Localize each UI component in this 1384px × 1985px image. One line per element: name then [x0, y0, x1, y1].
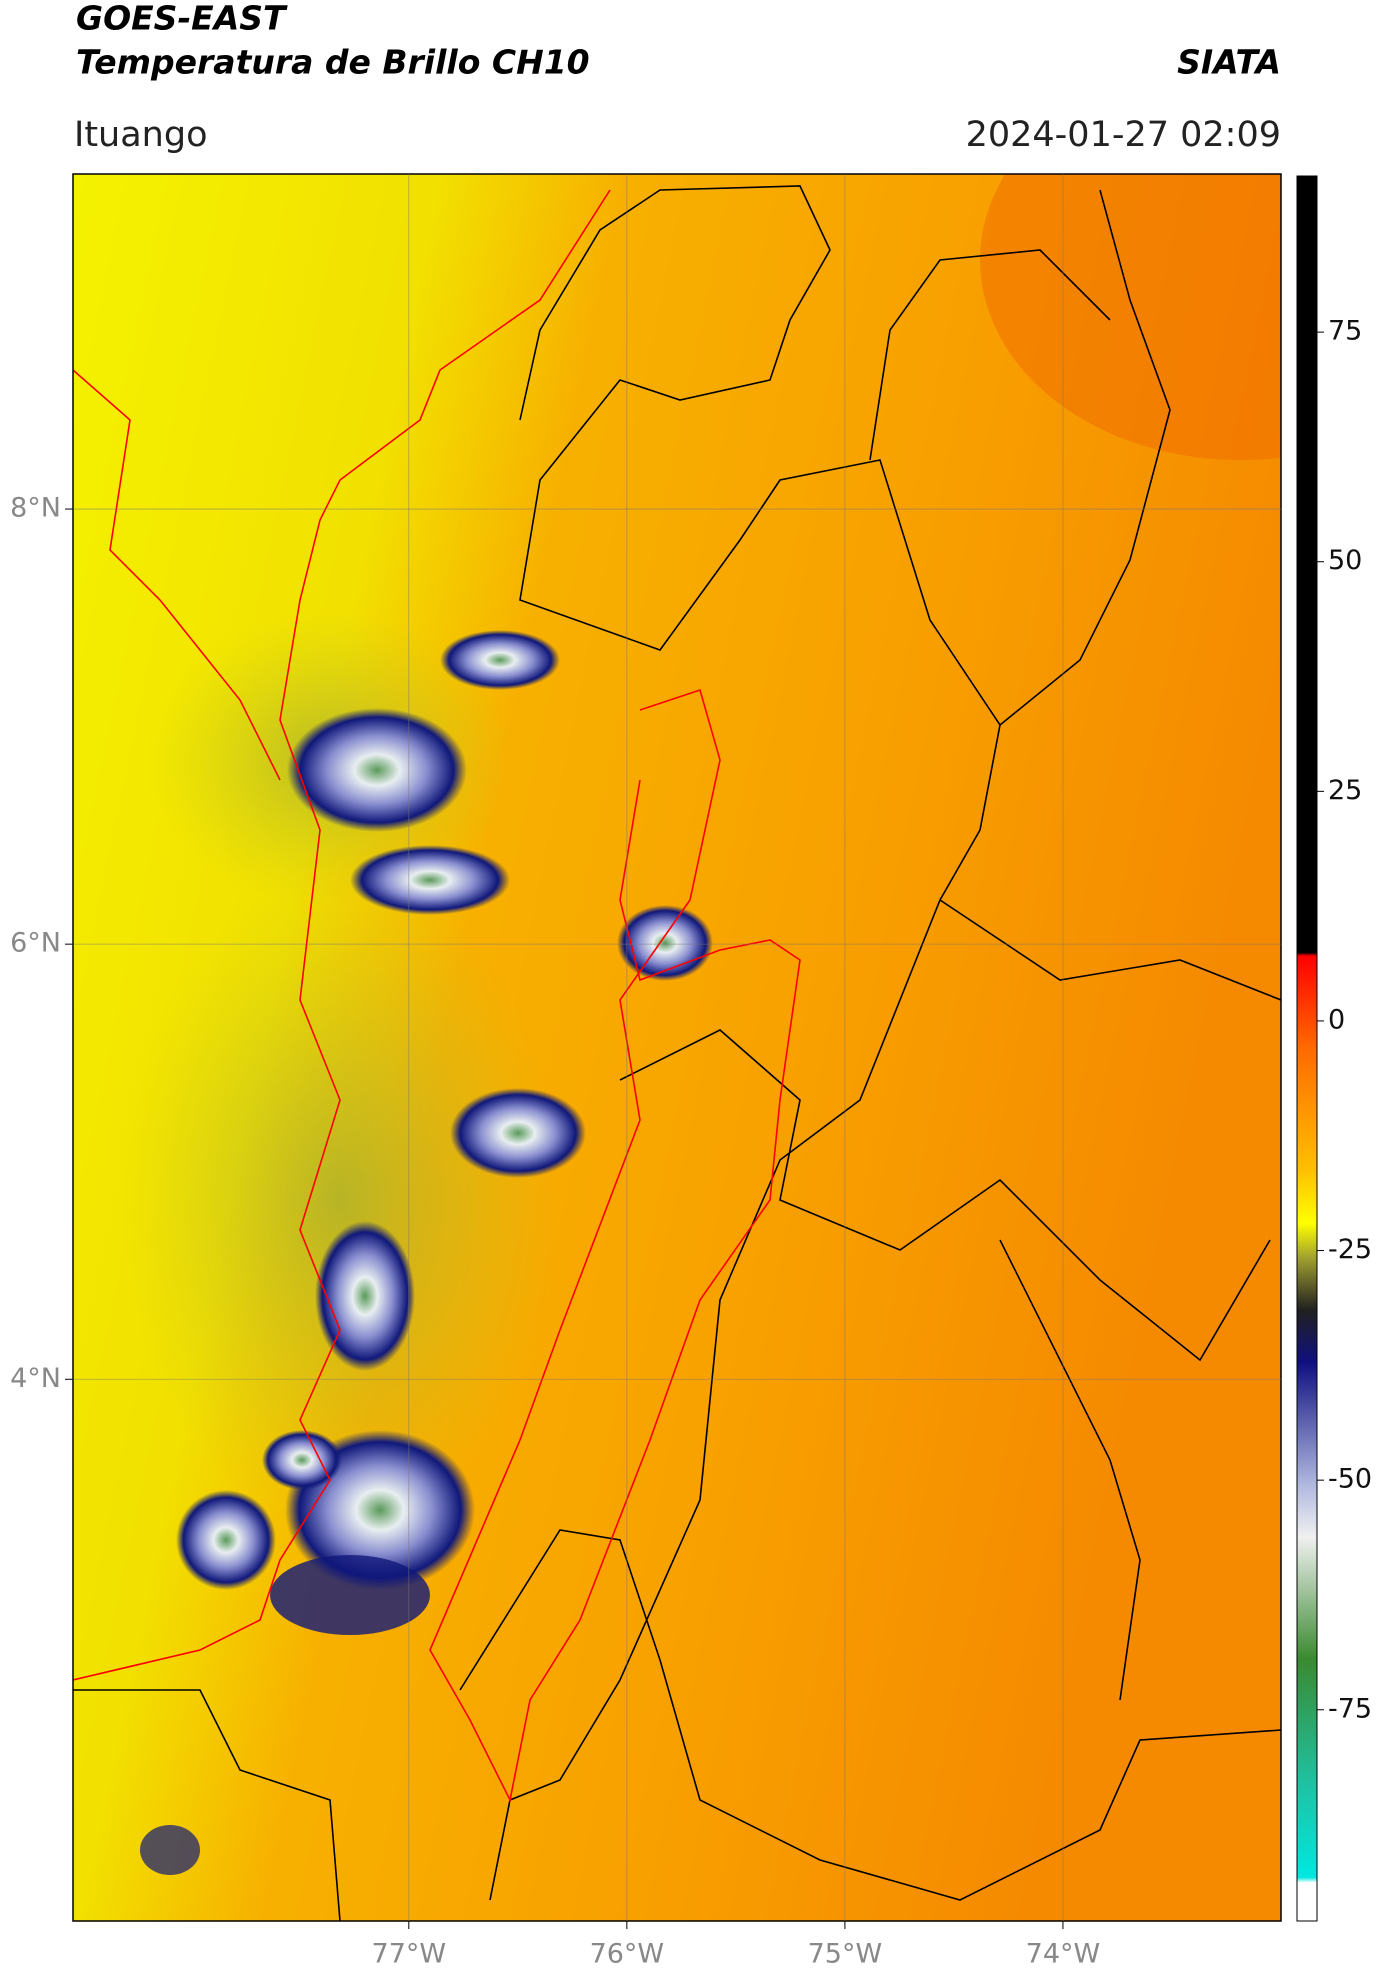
cloud — [450, 1088, 586, 1178]
location: Ituango — [74, 115, 208, 155]
colorbar-tick-label: 50 — [1328, 545, 1362, 576]
cloud — [287, 708, 467, 832]
cloud — [350, 845, 510, 915]
x-tick-label: 76°W — [590, 1939, 665, 1970]
y-tick-label: 6°N — [10, 928, 61, 959]
colorbar-tick-label: 25 — [1328, 775, 1362, 806]
colorbar-tick-label: -25 — [1328, 1234, 1372, 1265]
colorbar — [1296, 175, 1318, 1922]
subtitle: Temperatura de Brillo CH10 — [76, 43, 590, 82]
y-tick-label: 8°N — [10, 493, 61, 524]
source: SIATA — [1177, 43, 1281, 82]
haze — [120, 870, 560, 1530]
cloud — [176, 1490, 276, 1590]
cloud — [440, 630, 560, 690]
borders — [73, 185, 1281, 1921]
warm-region — [980, 174, 1281, 460]
title: GOES-EAST — [76, 0, 288, 38]
x-tick-label: 77°W — [372, 1939, 447, 1970]
cloud — [270, 1555, 430, 1635]
x-tick-label: 75°W — [808, 1939, 883, 1970]
coastline-basin — [73, 189, 801, 1803]
x-tick-label: 74°W — [1026, 1939, 1101, 1970]
colorbar-tick-label: 0 — [1328, 1004, 1345, 1035]
cloud — [315, 1221, 415, 1371]
cloud — [140, 1825, 200, 1875]
colorbar-tick-label: -50 — [1328, 1464, 1372, 1495]
map-frame — [72, 173, 1282, 1922]
colorbar-tick-label: -75 — [1328, 1693, 1372, 1724]
colorbar-tick-label: 75 — [1328, 316, 1362, 347]
datetime: 2024-01-27 02:09 — [966, 115, 1281, 155]
cloud — [262, 1430, 342, 1490]
y-tick-label: 4°N — [10, 1363, 61, 1394]
map-area — [73, 174, 1281, 1921]
